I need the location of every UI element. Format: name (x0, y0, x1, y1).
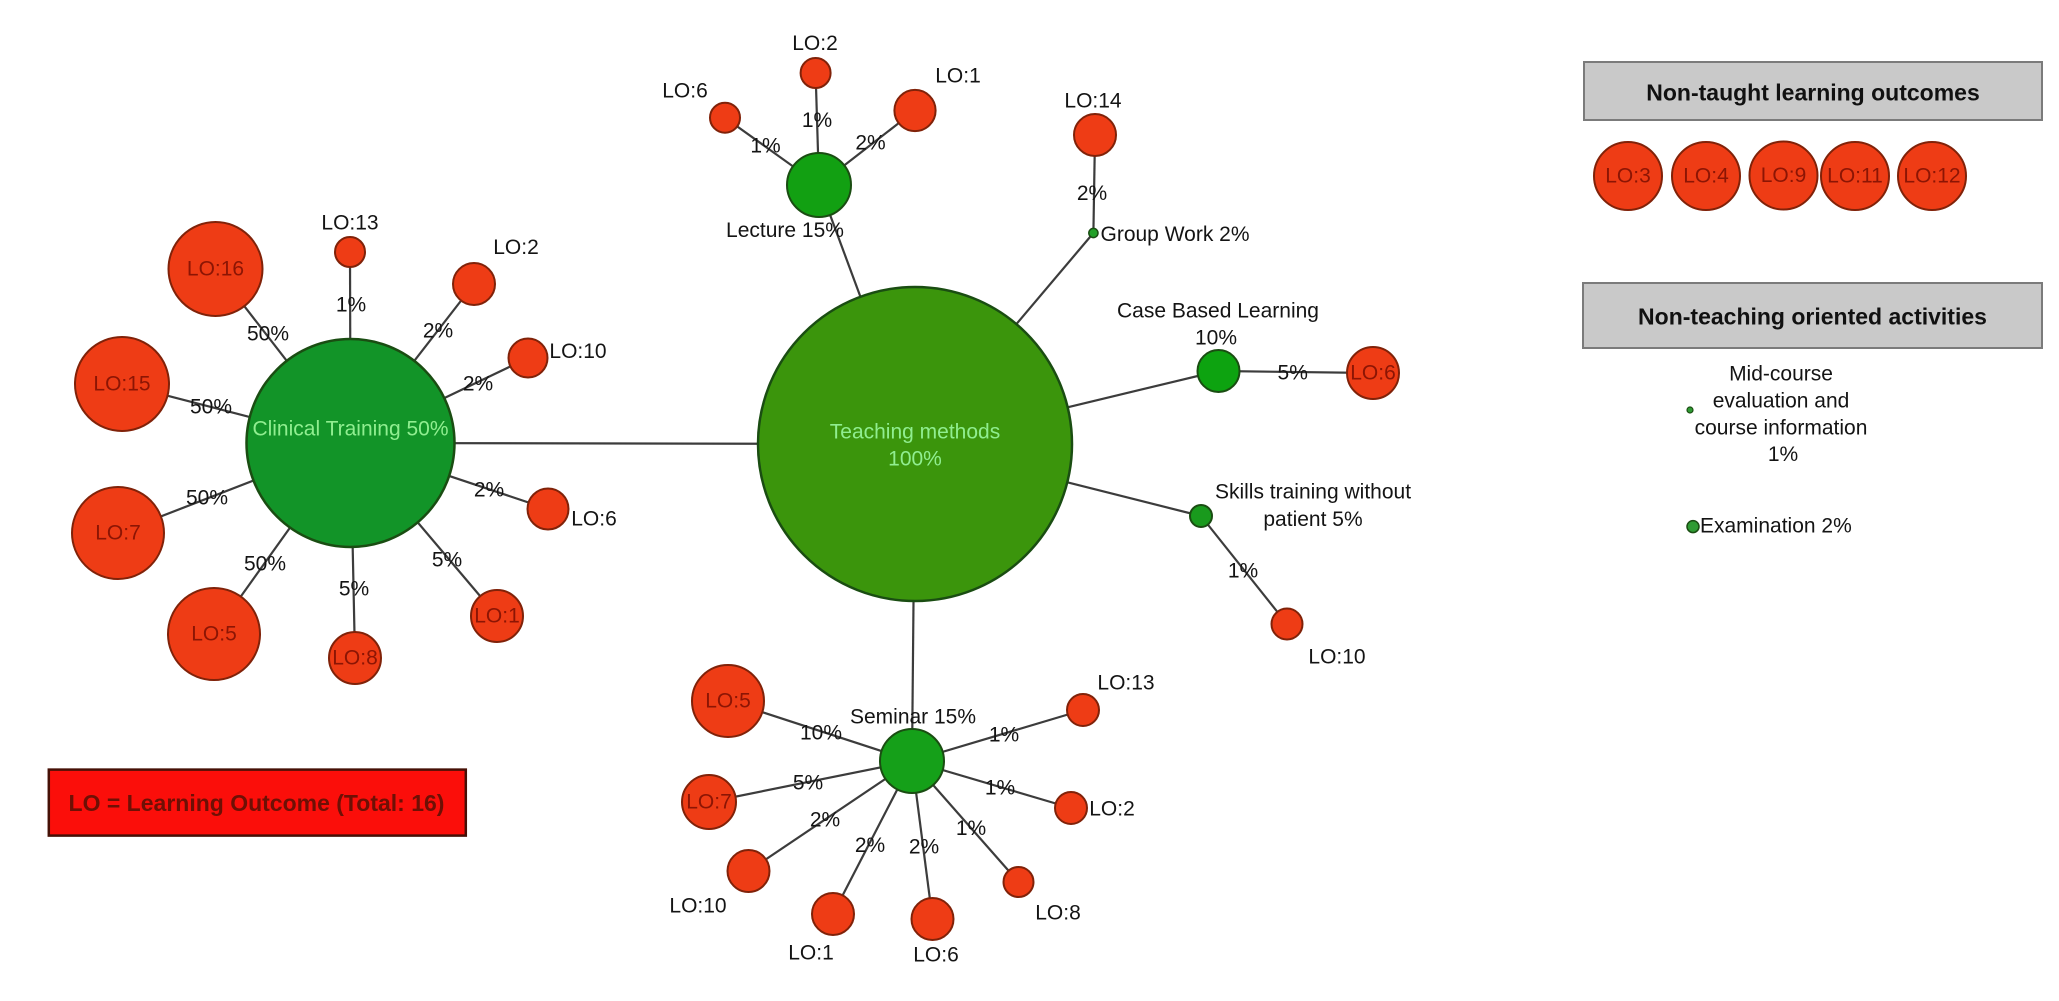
svg-text:course information: course information (1695, 417, 1868, 440)
svg-text:2%: 2% (1077, 182, 1107, 205)
svg-text:LO:14: LO:14 (1064, 90, 1122, 113)
svg-text:10%: 10% (1195, 327, 1237, 350)
svg-text:LO:16: LO:16 (187, 258, 244, 281)
svg-text:1%: 1% (802, 109, 832, 132)
svg-text:10%: 10% (800, 722, 842, 745)
svg-text:2%: 2% (474, 479, 504, 502)
svg-text:50%: 50% (244, 553, 286, 576)
svg-text:LO:7: LO:7 (95, 522, 141, 545)
svg-text:5%: 5% (339, 578, 369, 601)
svg-text:50%: 50% (247, 323, 289, 346)
svg-text:Non-taught learning outcomes: Non-taught learning outcomes (1646, 80, 1980, 106)
svg-text:LO:10: LO:10 (549, 340, 606, 363)
svg-text:5%: 5% (432, 549, 462, 572)
svg-text:LO:1: LO:1 (788, 942, 834, 965)
svg-text:1%: 1% (989, 724, 1019, 747)
svg-text:LO:5: LO:5 (191, 623, 237, 646)
svg-text:5%: 5% (793, 772, 823, 795)
svg-text:LO:11: LO:11 (1827, 165, 1883, 188)
svg-text:Clinical Training 50%: Clinical Training 50% (252, 418, 448, 441)
svg-text:50%: 50% (190, 396, 232, 419)
svg-text:1%: 1% (750, 135, 780, 158)
svg-text:LO:15: LO:15 (93, 373, 150, 396)
svg-text:LO:12: LO:12 (1903, 165, 1960, 188)
svg-text:LO:6: LO:6 (571, 508, 617, 531)
svg-text:Group Work 2%: Group Work 2% (1101, 223, 1250, 246)
svg-text:Case Based Learning: Case Based Learning (1117, 300, 1319, 323)
svg-text:LO:13: LO:13 (1097, 672, 1154, 695)
svg-text:Lecture 15%: Lecture 15% (726, 219, 844, 242)
svg-text:LO:3: LO:3 (1605, 165, 1651, 188)
svg-text:Mid-course: Mid-course (1729, 363, 1833, 386)
svg-text:patient 5%: patient 5% (1263, 508, 1362, 531)
svg-text:LO:4: LO:4 (1683, 165, 1729, 188)
svg-text:LO:13: LO:13 (321, 212, 378, 235)
svg-text:LO:10: LO:10 (1308, 646, 1365, 669)
svg-text:evaluation and: evaluation and (1713, 390, 1850, 413)
svg-text:LO:2: LO:2 (1089, 798, 1135, 821)
svg-text:50%: 50% (186, 487, 228, 510)
svg-text:2%: 2% (855, 132, 885, 155)
svg-text:LO:8: LO:8 (332, 647, 378, 670)
svg-text:1%: 1% (336, 294, 366, 317)
svg-text:Non-teaching oriented activiti: Non-teaching oriented activities (1638, 304, 1987, 330)
svg-text:1%: 1% (1228, 560, 1258, 583)
svg-text:2%: 2% (810, 809, 840, 832)
svg-text:LO:1: LO:1 (935, 65, 981, 88)
svg-text:2%: 2% (855, 834, 885, 857)
svg-text:LO = Learning Outcome (Total:: LO = Learning Outcome (Total: 16) (69, 790, 445, 816)
svg-text:2%: 2% (463, 373, 493, 396)
svg-text:Teaching methods: Teaching methods (830, 421, 1000, 444)
svg-text:Examination 2%: Examination 2% (1700, 515, 1852, 538)
svg-text:LO:10: LO:10 (669, 895, 726, 918)
svg-text:1%: 1% (956, 817, 986, 840)
svg-text:LO:1: LO:1 (474, 605, 520, 628)
svg-text:Seminar 15%: Seminar 15% (850, 706, 976, 729)
svg-text:Skills training without: Skills training without (1215, 481, 1411, 504)
svg-text:LO:5: LO:5 (705, 690, 751, 713)
svg-text:100%: 100% (888, 448, 942, 471)
svg-text:1%: 1% (985, 777, 1015, 800)
svg-text:LO:2: LO:2 (493, 236, 539, 259)
svg-text:LO:9: LO:9 (1761, 164, 1807, 187)
svg-text:LO:6: LO:6 (662, 80, 708, 103)
svg-text:LO:6: LO:6 (1350, 362, 1396, 385)
svg-text:LO:2: LO:2 (792, 32, 838, 55)
svg-text:LO:7: LO:7 (686, 791, 732, 814)
svg-text:2%: 2% (423, 320, 453, 343)
svg-text:LO:6: LO:6 (913, 944, 959, 967)
svg-text:LO:8: LO:8 (1035, 902, 1081, 925)
svg-text:1%: 1% (1768, 443, 1798, 466)
svg-text:2%: 2% (909, 836, 939, 859)
svg-text:5%: 5% (1278, 362, 1308, 385)
